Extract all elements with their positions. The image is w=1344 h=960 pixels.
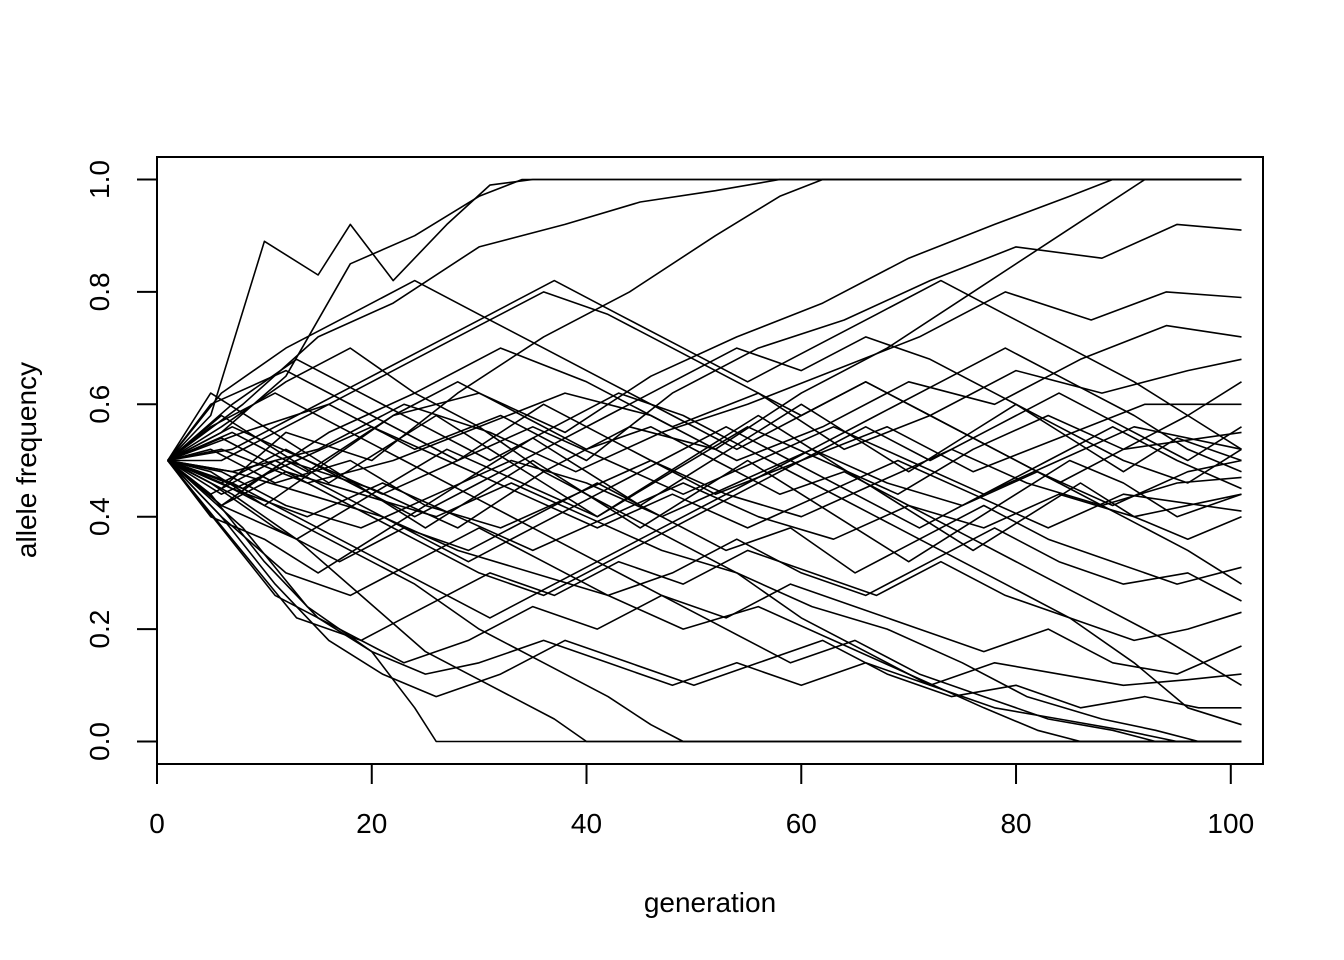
- y-tick-label: 0.0: [84, 722, 115, 761]
- series-line-41: [167, 279, 1242, 484]
- series-line-34: [167, 336, 1242, 518]
- y-axis: 0.0 0.2 0.4 0.6 0.8 1.0: [84, 160, 158, 761]
- series-line-33: [167, 380, 1242, 686]
- series-line-38: [167, 392, 1242, 563]
- x-tick-label: 0: [149, 808, 165, 839]
- series-line-17: [167, 425, 1242, 529]
- x-tick-label: 80: [1000, 808, 1031, 839]
- series-line-29: [167, 392, 1242, 743]
- series-line-36: [167, 425, 1242, 563]
- series-group: [167, 178, 1242, 743]
- series-line-40: [167, 403, 1242, 574]
- y-tick-label: 0.8: [84, 272, 115, 311]
- y-tick-label: 1.0: [84, 160, 115, 199]
- series-line-35: [167, 279, 1242, 462]
- series-line-4: [167, 178, 1242, 490]
- y-tick-label: 0.4: [84, 497, 115, 536]
- series-line-18: [167, 459, 1242, 585]
- series-line-13: [167, 425, 1242, 496]
- series-line-16: [167, 459, 1242, 552]
- series-line-39: [167, 414, 1242, 552]
- series-line-25: [167, 459, 1242, 743]
- x-tick-label: 100: [1207, 808, 1254, 839]
- x-tick-label: 20: [356, 808, 387, 839]
- y-axis-label: allele frequency: [11, 362, 42, 558]
- series-line-23: [167, 459, 1242, 709]
- x-tick-label: 60: [786, 808, 817, 839]
- series-line-12: [167, 414, 1242, 541]
- series-line-14: [167, 448, 1242, 529]
- series-line-7: [167, 223, 1242, 462]
- series-line-24: [167, 459, 1242, 743]
- series-line-1: [167, 178, 1242, 462]
- series-line-30: [167, 347, 1242, 743]
- series-line-37: [167, 392, 1242, 597]
- x-axis-label: generation: [644, 887, 776, 918]
- series-line-10: [167, 347, 1242, 490]
- x-axis: 0 20 40 60 80 100: [149, 763, 1254, 839]
- y-tick-label: 0.2: [84, 610, 115, 649]
- series-line-21: [167, 460, 1242, 675]
- x-tick-label: 40: [571, 808, 602, 839]
- series-line-8: [167, 291, 1242, 473]
- series-line-27: [167, 459, 1242, 743]
- series-line-26: [167, 459, 1242, 743]
- series-line-19: [167, 459, 1242, 602]
- y-tick-label: 0.6: [84, 385, 115, 424]
- series-line-22: [167, 459, 1242, 687]
- series-line-42: [167, 347, 1242, 619]
